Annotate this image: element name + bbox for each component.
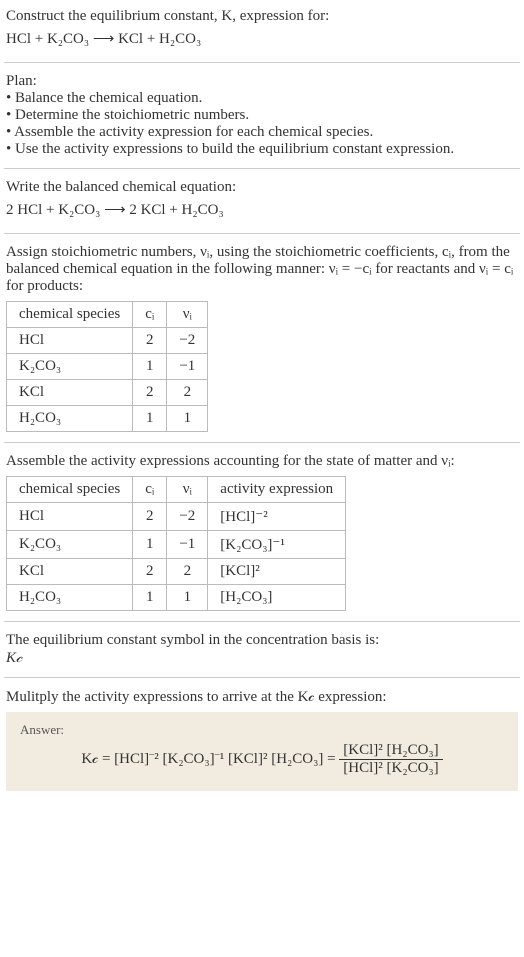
stoich-r3c0: H₂CO₃ bbox=[7, 406, 133, 432]
assign-section: Assign stoichiometric numbers, νᵢ, using… bbox=[4, 233, 520, 442]
act-r3c0: H₂CO₃ bbox=[7, 585, 133, 611]
stoich-h1: cᵢ bbox=[133, 302, 167, 328]
table-row: KCl 2 2 [KCl]² bbox=[7, 559, 346, 585]
assign-text: Assign stoichiometric numbers, νᵢ, using… bbox=[6, 244, 518, 295]
stoich-r2c2: 2 bbox=[167, 380, 208, 406]
stoich-r2c0: KCl bbox=[7, 380, 133, 406]
answer-box: Answer: K𝒸 = [HCl]⁻² [K₂CO₃]⁻¹ [KCl]² [H… bbox=[6, 712, 518, 791]
act-r0c1: 2 bbox=[133, 503, 167, 531]
act-r2c1: 2 bbox=[133, 559, 167, 585]
act-r2c3: [KCl]² bbox=[208, 559, 346, 585]
stoich-r0c2: −2 bbox=[167, 328, 208, 354]
balanced-section: Write the balanced chemical equation: 2 … bbox=[4, 168, 520, 233]
table-row: HCl 2 −2 [HCl]⁻² bbox=[7, 503, 346, 531]
symbol-line2: K𝒸 bbox=[6, 649, 518, 667]
act-r3c1: 1 bbox=[133, 585, 167, 611]
intro-line1: Construct the equilibrium constant, K, e… bbox=[6, 8, 518, 25]
act-r3c3: [H₂CO₃] bbox=[208, 585, 346, 611]
table-row: HCl 2 −2 bbox=[7, 328, 208, 354]
table-row: H₂CO₃ 1 1 bbox=[7, 406, 208, 432]
act-r0c3: [HCl]⁻² bbox=[208, 503, 346, 531]
plan-item-1: • Determine the stoichiometric numbers. bbox=[6, 107, 518, 124]
stoich-r0c0: HCl bbox=[7, 328, 133, 354]
stoich-r1c0: K₂CO₃ bbox=[7, 354, 133, 380]
act-r0c2: −2 bbox=[167, 503, 208, 531]
plan-item-0: • Balance the chemical equation. bbox=[6, 90, 518, 107]
plan-title: Plan: bbox=[6, 73, 518, 90]
intro-section: Construct the equilibrium constant, K, e… bbox=[4, 8, 520, 62]
balanced-equation: 2 HCl + K₂CO₃ ⟶ 2 KCl + H₂CO₃ bbox=[6, 200, 518, 219]
stoich-table: chemical species cᵢ νᵢ HCl 2 −2 K₂CO₃ 1 … bbox=[6, 301, 208, 432]
table-row: chemical species cᵢ νᵢ bbox=[7, 302, 208, 328]
balanced-title: Write the balanced chemical equation: bbox=[6, 179, 518, 196]
stoich-h2: νᵢ bbox=[167, 302, 208, 328]
answer-den: [HCl]² [K₂CO₃] bbox=[339, 760, 442, 777]
stoich-r1c2: −1 bbox=[167, 354, 208, 380]
act-r1c0: K₂CO₃ bbox=[7, 531, 133, 559]
stoich-r3c2: 1 bbox=[167, 406, 208, 432]
stoich-h0: chemical species bbox=[7, 302, 133, 328]
act-r1c3: [K₂CO₃]⁻¹ bbox=[208, 531, 346, 559]
plan-item-2: • Assemble the activity expression for e… bbox=[6, 124, 518, 141]
table-row: K₂CO₃ 1 −1 [K₂CO₃]⁻¹ bbox=[7, 531, 346, 559]
act-h3: activity expression bbox=[208, 477, 346, 503]
answer-label: Answer: bbox=[20, 722, 504, 738]
stoich-r2c1: 2 bbox=[133, 380, 167, 406]
act-r3c2: 1 bbox=[167, 585, 208, 611]
act-h1: cᵢ bbox=[133, 477, 167, 503]
table-row: KCl 2 2 bbox=[7, 380, 208, 406]
table-row: K₂CO₃ 1 −1 bbox=[7, 354, 208, 380]
symbol-section: The equilibrium constant symbol in the c… bbox=[4, 621, 520, 677]
answer-fraction: [KCl]² [H₂CO₃] [HCl]² [K₂CO₃] bbox=[339, 742, 442, 777]
activity-section: Assemble the activity expressions accoun… bbox=[4, 442, 520, 621]
activity-text: Assemble the activity expressions accoun… bbox=[6, 453, 518, 470]
act-r2c2: 2 bbox=[167, 559, 208, 585]
symbol-line1: The equilibrium constant symbol in the c… bbox=[6, 632, 518, 649]
act-r2c0: KCl bbox=[7, 559, 133, 585]
multiply-section: Mulitply the activity expressions to arr… bbox=[4, 677, 520, 801]
act-h2: νᵢ bbox=[167, 477, 208, 503]
table-row: H₂CO₃ 1 1 [H₂CO₃] bbox=[7, 585, 346, 611]
act-h0: chemical species bbox=[7, 477, 133, 503]
act-r1c2: −1 bbox=[167, 531, 208, 559]
answer-expression: K𝒸 = [HCl]⁻² [K₂CO₃]⁻¹ [KCl]² [H₂CO₃] = … bbox=[20, 742, 504, 777]
activity-table: chemical species cᵢ νᵢ activity expressi… bbox=[6, 476, 346, 611]
stoich-r3c1: 1 bbox=[133, 406, 167, 432]
unbalanced-equation: HCl + K₂CO₃ ⟶ KCl + H₂CO₃ bbox=[6, 29, 518, 48]
answer-num: [KCl]² [H₂CO₃] bbox=[339, 742, 442, 760]
stoich-r0c1: 2 bbox=[133, 328, 167, 354]
answer-lhs: K𝒸 = [HCl]⁻² [K₂CO₃]⁻¹ [KCl]² [H₂CO₃] = bbox=[81, 751, 335, 767]
stoich-r1c1: 1 bbox=[133, 354, 167, 380]
multiply-text: Mulitply the activity expressions to arr… bbox=[6, 688, 518, 706]
table-row: chemical species cᵢ νᵢ activity expressi… bbox=[7, 477, 346, 503]
act-r1c1: 1 bbox=[133, 531, 167, 559]
plan-item-3: • Use the activity expressions to build … bbox=[6, 141, 518, 158]
plan-section: Plan: • Balance the chemical equation. •… bbox=[4, 62, 520, 168]
act-r0c0: HCl bbox=[7, 503, 133, 531]
